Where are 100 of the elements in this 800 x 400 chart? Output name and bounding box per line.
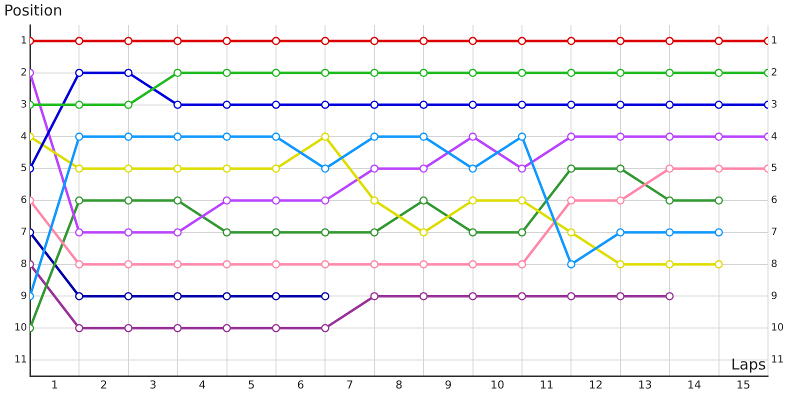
point bbox=[124, 260, 133, 268]
x-axis-title: Laps bbox=[731, 355, 766, 374]
point bbox=[370, 100, 379, 109]
x-tick-label: 12 bbox=[588, 378, 603, 392]
point bbox=[75, 132, 84, 141]
y2-tick-label: 1 bbox=[771, 36, 778, 47]
point bbox=[518, 132, 526, 141]
point bbox=[567, 132, 576, 141]
point bbox=[518, 164, 526, 173]
point bbox=[75, 228, 84, 237]
point bbox=[567, 196, 576, 205]
point bbox=[370, 132, 379, 141]
y-axis-title: Position bbox=[4, 1, 62, 20]
x-tick-label: 5 bbox=[248, 378, 255, 392]
point bbox=[419, 260, 428, 268]
point bbox=[714, 228, 723, 237]
point bbox=[665, 260, 674, 268]
point bbox=[616, 164, 625, 173]
point bbox=[222, 132, 231, 141]
point bbox=[468, 228, 477, 237]
point bbox=[272, 196, 280, 205]
point bbox=[272, 228, 280, 237]
point bbox=[665, 164, 674, 173]
point bbox=[124, 324, 133, 332]
y-tick-label: 9 bbox=[20, 290, 27, 302]
point bbox=[272, 68, 280, 78]
point bbox=[419, 228, 428, 237]
y2-tick-label: 4 bbox=[771, 131, 778, 142]
point bbox=[468, 68, 477, 78]
point bbox=[370, 228, 379, 237]
point bbox=[321, 324, 330, 332]
point bbox=[468, 36, 477, 46]
point bbox=[321, 292, 330, 300]
point bbox=[321, 132, 330, 141]
point bbox=[419, 36, 428, 46]
point bbox=[616, 260, 625, 268]
point bbox=[468, 292, 477, 300]
y2-tick-label: 2 bbox=[771, 67, 778, 78]
point bbox=[321, 260, 330, 268]
x-tick-label: 6 bbox=[297, 378, 304, 392]
point bbox=[419, 164, 428, 173]
point bbox=[124, 292, 133, 300]
point bbox=[419, 132, 428, 141]
point bbox=[321, 228, 330, 237]
x-tick-label: 9 bbox=[444, 378, 452, 392]
point bbox=[272, 324, 280, 332]
point bbox=[370, 36, 379, 46]
point bbox=[321, 196, 330, 205]
point bbox=[222, 196, 231, 205]
y-tick-label: 3 bbox=[20, 99, 27, 110]
point bbox=[665, 68, 674, 78]
point bbox=[222, 68, 231, 78]
point bbox=[714, 36, 723, 46]
x-tick-label: 10 bbox=[490, 378, 504, 392]
y2-tick-label: 10 bbox=[771, 322, 784, 334]
point bbox=[518, 260, 526, 268]
point bbox=[272, 132, 280, 141]
point bbox=[75, 292, 84, 300]
point bbox=[714, 164, 723, 173]
point bbox=[468, 164, 477, 173]
point bbox=[518, 36, 526, 46]
point bbox=[272, 36, 280, 46]
point bbox=[124, 228, 133, 237]
point bbox=[75, 324, 84, 332]
point bbox=[222, 260, 231, 268]
x-tick-label: 3 bbox=[150, 378, 156, 392]
point bbox=[714, 260, 723, 268]
y2-tick-label: 11 bbox=[771, 354, 784, 366]
x-tick-label: 1 bbox=[51, 378, 58, 392]
point bbox=[665, 36, 674, 46]
point bbox=[124, 68, 133, 78]
point bbox=[173, 164, 182, 173]
y2-tick-label: 5 bbox=[771, 163, 778, 174]
point bbox=[616, 36, 625, 46]
point bbox=[75, 164, 84, 173]
point bbox=[567, 228, 576, 237]
point bbox=[518, 292, 526, 300]
point bbox=[665, 132, 674, 141]
y-tick-label: 10 bbox=[14, 322, 27, 334]
point bbox=[321, 164, 330, 173]
point bbox=[616, 196, 625, 205]
point bbox=[370, 292, 379, 300]
point bbox=[173, 292, 182, 300]
point bbox=[124, 100, 133, 109]
x-tick-label: 7 bbox=[346, 378, 354, 392]
point bbox=[370, 196, 379, 205]
point bbox=[222, 36, 231, 46]
point bbox=[616, 132, 625, 141]
y-tick-label: 4 bbox=[20, 131, 27, 142]
x-tick-label: 14 bbox=[687, 378, 702, 392]
point bbox=[468, 100, 477, 109]
x-tick-label: 13 bbox=[638, 378, 652, 392]
y-tick-label: 2 bbox=[20, 67, 27, 78]
point bbox=[665, 228, 674, 237]
y-tick-label: 8 bbox=[20, 258, 27, 270]
point bbox=[518, 100, 526, 109]
y-tick-label: 6 bbox=[20, 195, 27, 206]
point bbox=[567, 260, 576, 268]
point bbox=[370, 260, 379, 268]
point bbox=[75, 260, 84, 268]
